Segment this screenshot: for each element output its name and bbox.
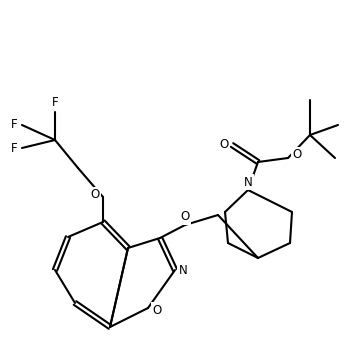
Text: F: F	[11, 142, 17, 155]
Text: O: O	[90, 188, 100, 201]
Text: N: N	[244, 175, 252, 188]
Text: F: F	[11, 118, 17, 131]
Text: O: O	[152, 303, 162, 317]
Text: O: O	[219, 139, 229, 151]
Text: F: F	[52, 97, 58, 110]
Text: O: O	[292, 148, 302, 162]
Text: N: N	[179, 264, 187, 277]
Text: O: O	[180, 211, 190, 224]
